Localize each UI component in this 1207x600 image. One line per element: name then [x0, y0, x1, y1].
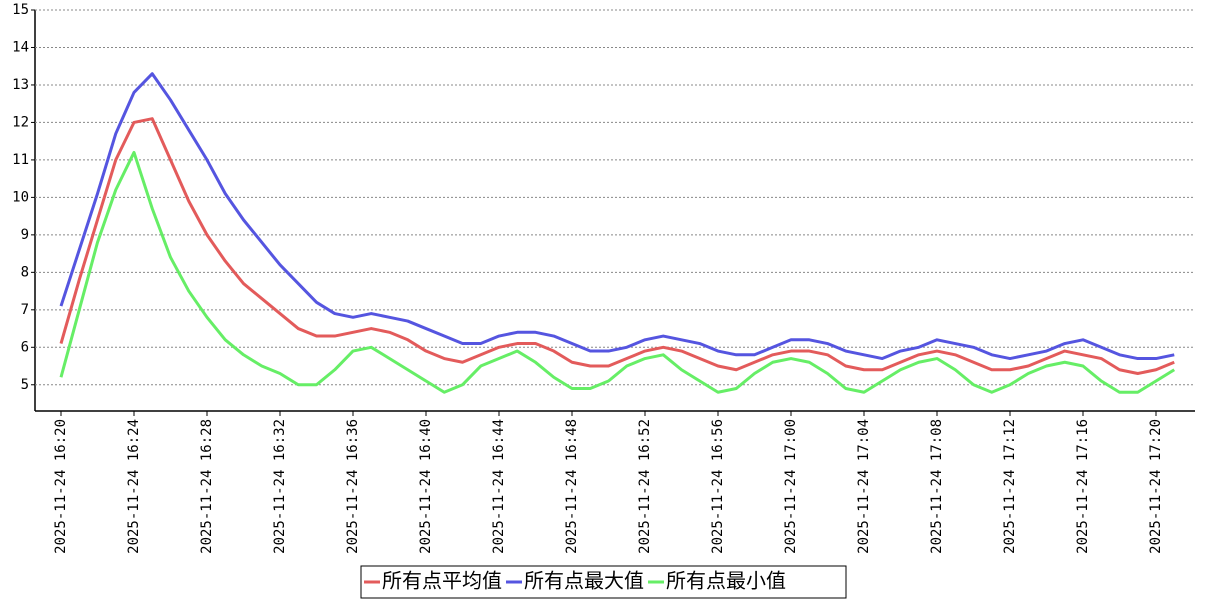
x-tick-label: 2025-11-24 16:28: [199, 419, 215, 554]
legend-label: 所有点平均值: [382, 569, 502, 593]
y-tick-label: 6: [21, 339, 29, 355]
x-tick-label: 2025-11-24 16:44: [491, 419, 507, 554]
series-line: [59, 72, 1175, 361]
x-tick-label: 2025-11-24 16:32: [272, 419, 288, 554]
legend: 所有点平均值 所有点最大值 所有点最小值: [364, 569, 786, 593]
x-tick-label: 2025-11-24 16:56: [710, 419, 726, 554]
y-tick-label: 9: [21, 227, 29, 243]
y-tick-label: 5: [21, 377, 29, 393]
x-tick-label: 2025-11-24 16:48: [564, 419, 580, 554]
y-tick-label: 13: [12, 77, 29, 93]
x-tick-label: 2025-11-24 16:20: [53, 419, 69, 554]
x-tick-label: 2025-11-24 17:00: [783, 419, 799, 554]
y-tick-label: 8: [21, 264, 29, 280]
x-tick-label: 2025-11-24 16:24: [126, 419, 142, 554]
x-tick-label: 2025-11-24 16:36: [345, 419, 361, 554]
y-tick-label: 11: [12, 152, 29, 168]
y-tick-label: 14: [12, 39, 29, 55]
x-tick-label: 2025-11-24 17:04: [856, 419, 872, 554]
y-tick-label: 15: [12, 2, 29, 18]
y-tick-label: 7: [21, 302, 29, 318]
legend-label: 所有点最小值: [666, 569, 786, 593]
series-line: [59, 150, 1176, 394]
x-tick-label: 2025-11-24 17:08: [929, 419, 945, 554]
x-tick-label: 2025-11-24 16:52: [637, 419, 653, 554]
x-tick-label: 2025-11-24 17:12: [1002, 419, 1018, 554]
legend-label: 所有点最大值: [524, 569, 644, 593]
x-tick-label: 2025-11-24 17:16: [1075, 419, 1091, 554]
x-tick-label: 2025-11-24 17:20: [1148, 419, 1164, 554]
x-tick-label: 2025-11-24 16:40: [418, 419, 434, 554]
legend-box: [360, 565, 847, 599]
series-line: [59, 117, 1175, 376]
y-tick-label: 12: [12, 114, 29, 130]
y-tick-label: 10: [12, 189, 29, 205]
